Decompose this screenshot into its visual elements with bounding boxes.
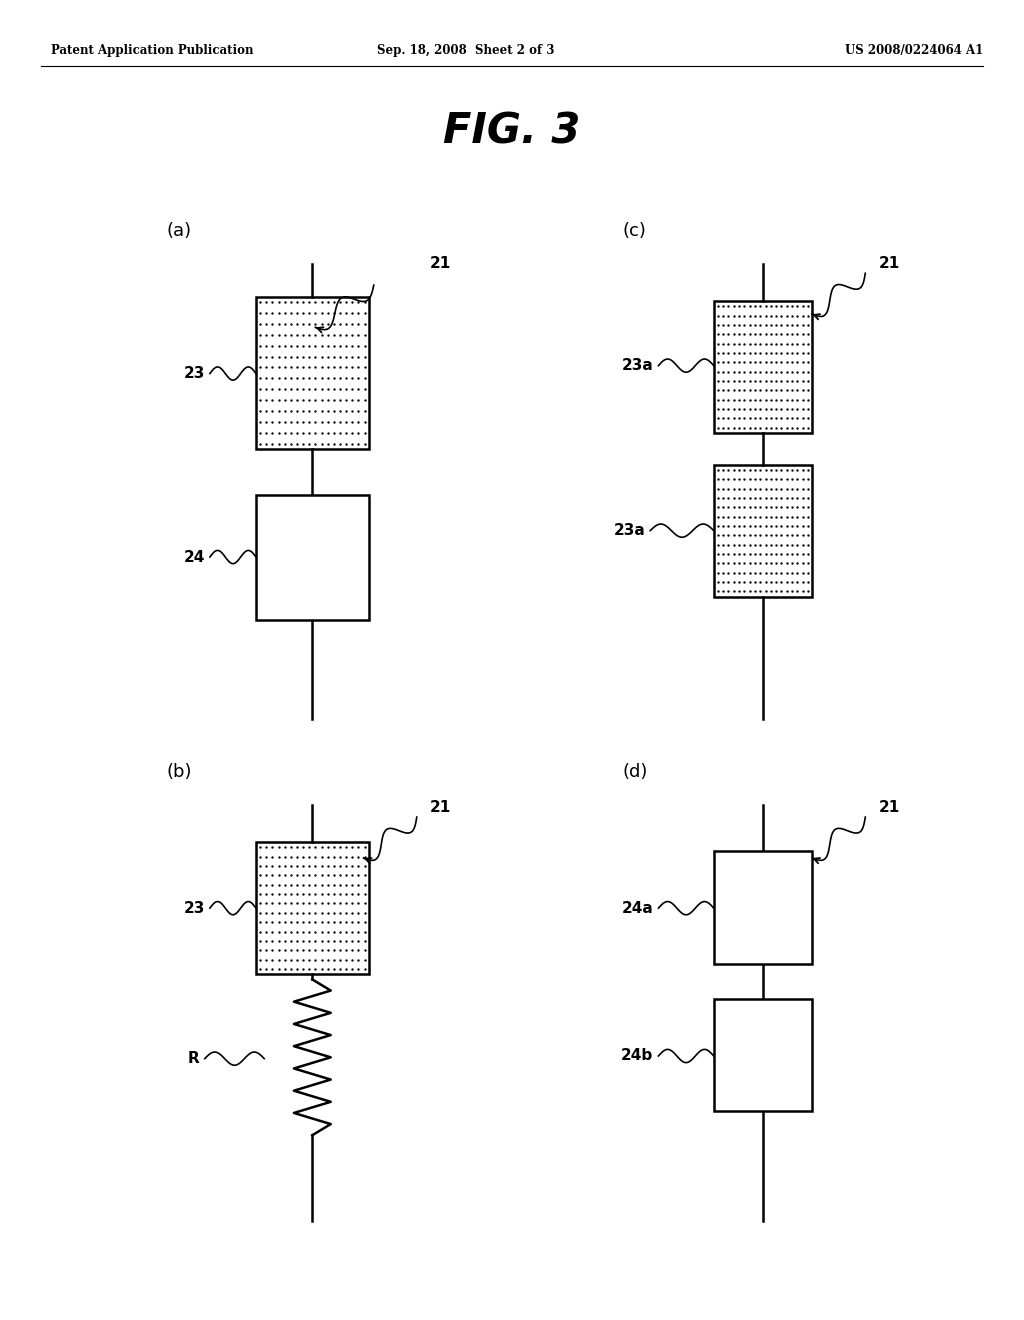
Text: (d): (d) [623, 763, 647, 781]
Text: 23: 23 [183, 366, 205, 381]
Text: 23: 23 [183, 900, 205, 916]
Text: (a): (a) [167, 222, 191, 240]
Text: 21: 21 [430, 800, 452, 816]
Text: (c): (c) [623, 222, 647, 240]
Text: FIG. 3: FIG. 3 [443, 111, 581, 153]
Bar [714, 851, 812, 964]
Bar [714, 301, 812, 433]
Text: 23a: 23a [622, 358, 653, 374]
Text: Patent Application Publication: Patent Application Publication [51, 44, 254, 57]
Text: R: R [188, 1051, 200, 1067]
Bar [256, 495, 369, 620]
Text: US 2008/0224064 A1: US 2008/0224064 A1 [845, 44, 983, 57]
Text: Sep. 18, 2008  Sheet 2 of 3: Sep. 18, 2008 Sheet 2 of 3 [377, 44, 555, 57]
Text: 23a: 23a [613, 523, 645, 539]
Text: 24a: 24a [622, 900, 653, 916]
Bar [714, 465, 812, 597]
Text: 24b: 24b [622, 1048, 653, 1064]
Bar [256, 297, 369, 449]
Bar [714, 999, 812, 1111]
Text: (b): (b) [167, 763, 191, 781]
Bar [256, 842, 369, 974]
Text: ·: · [624, 521, 630, 540]
Text: 24: 24 [183, 549, 205, 565]
Text: 21: 21 [879, 800, 900, 816]
Text: 21: 21 [879, 256, 900, 272]
Text: 21: 21 [430, 256, 452, 272]
